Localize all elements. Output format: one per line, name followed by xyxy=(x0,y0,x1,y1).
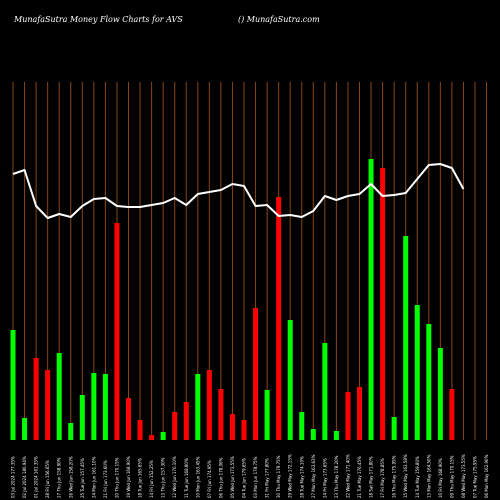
chart-title: MunafaSutra Money Flow Charts for AVS xyxy=(14,15,183,24)
x-tick-labels: 03 Jul 2024 177.35% 02 Jul 2024 180.94% 01… xyxy=(11,454,490,498)
bar xyxy=(414,305,420,440)
bar xyxy=(22,418,28,440)
bar xyxy=(56,353,62,440)
bar xyxy=(137,420,143,440)
x-tick-label: 26 Wed Jun 158.20% xyxy=(68,456,73,498)
x-tick-label: 18 Sat May 171.80% xyxy=(369,456,374,498)
x-tick-label: 03 Mon Jun 178.75% xyxy=(253,456,258,498)
x-tick-label: 25 Tue Jun 157.45% xyxy=(80,458,85,498)
x-tick-label: 24 Fri May 173.65% xyxy=(322,458,327,498)
price-line xyxy=(12,163,465,219)
x-tick-label: 31 Fri May 177.80% xyxy=(265,458,270,498)
bar xyxy=(287,320,293,440)
x-tick-label: 07 Tue May 175.95% xyxy=(473,456,478,498)
bar xyxy=(391,417,397,440)
bar xyxy=(333,431,339,440)
x-tick-label: 17 Fri May 178.85% xyxy=(380,458,385,498)
bar xyxy=(426,324,432,440)
x-tick-label: 24 Mon Jun 161.10% xyxy=(91,456,96,498)
x-tick-label: 28 Tue May 174.10% xyxy=(299,456,304,498)
bar xyxy=(345,392,351,440)
bar xyxy=(183,402,189,440)
x-tick-label: 14 Tue May 159.80% xyxy=(415,456,420,498)
bar xyxy=(218,389,224,440)
x-tick-label: 11 Tue Jun 168.80% xyxy=(184,458,189,498)
bar xyxy=(299,412,305,440)
bar xyxy=(206,370,212,440)
bar xyxy=(253,308,259,440)
bar xyxy=(241,420,247,440)
x-tick-label: 08 Wed May 173.55% xyxy=(461,454,466,498)
bar xyxy=(195,374,201,440)
x-tick-label: 10 Fri May 168.90% xyxy=(438,458,443,498)
x-tick-label: 21 Tue May 176.45% xyxy=(357,456,362,498)
bar xyxy=(10,330,16,440)
bar xyxy=(114,223,120,440)
x-tick-label: 13 Thu Jun 157.30% xyxy=(161,457,166,498)
x-tick-label: 05 Wed Jun 172.55% xyxy=(230,456,235,498)
x-tick-label: 23 Thu May 178.20% xyxy=(334,455,339,498)
x-tick-label: 06 Thu Jun 178.06% xyxy=(218,457,223,498)
bar xyxy=(368,159,374,440)
bar xyxy=(68,423,74,440)
x-tick-label: 29 Wed May 172.15% xyxy=(288,454,293,498)
x-tick-label: 22 Wed May 171.40% xyxy=(345,454,350,498)
bar xyxy=(449,389,455,440)
bar xyxy=(79,395,85,440)
x-tick-label: 16 Thu May 175.95% xyxy=(392,455,397,498)
bar xyxy=(229,414,235,440)
bar xyxy=(276,197,282,440)
bar xyxy=(91,373,97,440)
bar xyxy=(264,390,270,440)
bar xyxy=(310,429,316,440)
bar xyxy=(403,236,409,440)
bar xyxy=(380,168,386,440)
x-tick-label: 02 Jul 2024 180.94% xyxy=(22,456,27,498)
x-tick-label: 27 Mon May 163.63% xyxy=(311,454,316,498)
x-tick-label: 09 Thu May 170.15% xyxy=(449,455,454,498)
x-tick-label: 30 Thu May 179.75% xyxy=(276,455,281,498)
x-tick-label: 06 Mon May 162.90% xyxy=(484,454,489,498)
bar xyxy=(357,387,362,440)
bar xyxy=(102,374,108,440)
x-tick-label: 01 Jul 2024 161.35% xyxy=(34,456,39,498)
x-tick-label: 07 Fri Jun 174.95% xyxy=(207,460,212,498)
x-tick-label: 04 Tue Jun 179.65% xyxy=(242,458,247,498)
bar xyxy=(126,398,131,440)
bar xyxy=(172,412,178,440)
x-tick-label: 28 Fri Jun 156.65% xyxy=(45,460,50,498)
x-tick-label: 03 Jul 2024 177.35% xyxy=(11,456,16,498)
site-credit: () MunafaSutra.com xyxy=(238,15,320,24)
x-tick-label: 12 Wed Jun 170.10% xyxy=(172,456,177,498)
x-tick-label: 20 Thu Jun 170.15% xyxy=(114,457,119,498)
x-tick-label: 15 Wed May 163.58% xyxy=(403,454,408,498)
bar xyxy=(160,432,166,440)
x-tick-label: 13 Mon May 164.50% xyxy=(426,454,431,498)
x-tick-label: 14 Fri Jun 152.25% xyxy=(149,460,154,498)
bar xyxy=(149,435,155,440)
bar xyxy=(437,348,443,440)
x-tick-label: 21 Fri Jun 173.60% xyxy=(103,460,108,498)
x-tick-label: 27 Thu Jun 158.90% xyxy=(57,457,62,498)
bar xyxy=(322,343,328,440)
bar xyxy=(45,370,51,440)
bars xyxy=(10,159,455,440)
price-line-path xyxy=(12,163,465,219)
bar xyxy=(33,358,39,440)
x-tick-label: 19 Wed Jun 168.90% xyxy=(126,456,131,498)
x-tick-label: 10 Mon Jun 163.45% xyxy=(195,456,200,498)
x-tick-label: 18 Tue Jun 165.65% xyxy=(138,458,143,498)
